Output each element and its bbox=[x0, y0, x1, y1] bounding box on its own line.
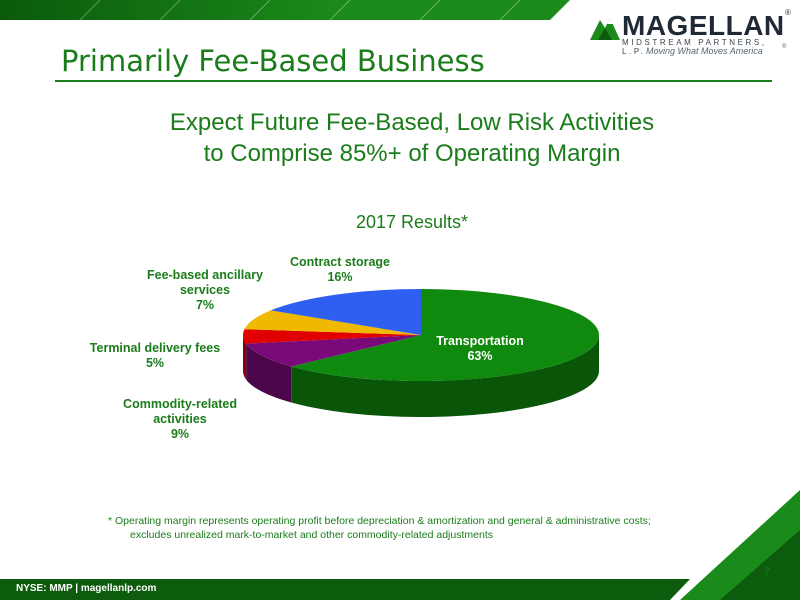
slice-ancillary bbox=[244, 310, 421, 335]
footnote: * Operating margin represents operating … bbox=[108, 514, 708, 542]
page-title: Primarily Fee-Based Business bbox=[61, 44, 485, 78]
label-terminal-pct: 5% bbox=[145, 356, 165, 370]
label-terminal-fees: Terminal delivery fees 5% bbox=[75, 341, 235, 371]
label-commodity-line2: activities bbox=[153, 412, 207, 426]
label-storage-pct: 16% bbox=[327, 270, 353, 284]
page-number: 7 bbox=[764, 566, 771, 578]
chart-title: 2017 Results* bbox=[355, 212, 469, 232]
brand-subname: MIDSTREAM PARTNERS, L.P. bbox=[622, 38, 767, 56]
label-transportation-pct: 63% bbox=[467, 349, 493, 363]
magellan-logo: MAGELLAN ® MIDSTREAM PARTNERS, L.P. Movi… bbox=[590, 8, 795, 58]
label-ancillary-services: Fee-based ancillary services 7% bbox=[130, 268, 280, 313]
tagline-registered-mark: ® bbox=[782, 44, 787, 50]
slice-commodity bbox=[246, 335, 421, 367]
slice-terminal-side bbox=[243, 335, 247, 380]
registered-mark: ® bbox=[785, 8, 791, 17]
slice-transportation bbox=[291, 289, 600, 382]
label-storage-name: Contract storage bbox=[289, 255, 391, 269]
label-terminal-name: Terminal delivery fees bbox=[89, 341, 221, 355]
label-ancillary-line1: Fee-based ancillary bbox=[146, 268, 264, 282]
brand-name: MAGELLAN bbox=[622, 10, 785, 41]
footer-ticker-website: NYSE: MMP | magellanlp.com bbox=[16, 583, 157, 594]
label-ancillary-pct: 7% bbox=[195, 298, 215, 312]
label-commodity-activities: Commodity-related activities 9% bbox=[110, 397, 250, 442]
label-commodity-line1: Commodity-related bbox=[123, 397, 237, 411]
title-divider bbox=[55, 80, 772, 82]
heading-line-1: Expect Future Fee-Based, Low Risk Activi… bbox=[169, 109, 655, 136]
brand-tagline: Moving What Moves America bbox=[646, 46, 763, 56]
slice-terminal bbox=[243, 329, 421, 344]
mountain-logo-icon bbox=[590, 18, 620, 40]
slide-heading: Expect Future Fee-Based, Low Risk Activi… bbox=[0, 107, 800, 169]
slice-commodity-side bbox=[246, 343, 292, 403]
footnote-line-1: * Operating margin represents operating … bbox=[108, 515, 651, 527]
label-transportation: Transportation 63% bbox=[425, 334, 535, 364]
footnote-line-2: excludes unrealized mark-to-market and o… bbox=[130, 529, 493, 541]
heading-line-2: to Comprise 85%+ of Operating Margin bbox=[203, 140, 621, 167]
top-green-band bbox=[0, 0, 570, 20]
label-contract-storage: Contract storage 16% bbox=[270, 255, 410, 285]
label-ancillary-line2: services bbox=[179, 283, 231, 297]
slice-transportation-side bbox=[291, 335, 599, 418]
label-transportation-name: Transportation bbox=[436, 334, 524, 348]
label-commodity-pct: 9% bbox=[170, 427, 190, 441]
slice-storage bbox=[270, 289, 421, 335]
bottom-green-band bbox=[0, 579, 690, 600]
